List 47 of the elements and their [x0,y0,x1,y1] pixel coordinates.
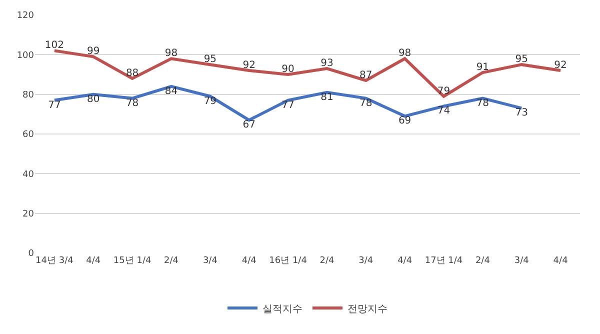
data-label: 99 [87,46,100,58]
data-label: 74 [437,106,450,117]
data-label: 69 [398,116,412,127]
y-tick-label: 120 [16,11,34,22]
x-tick-label: 2/4 [164,256,179,266]
data-label: 95 [204,54,217,66]
x-tick-label: 4/4 [398,256,412,266]
y-tick-label: 60 [22,130,34,140]
x-tick-label: 3/4 [514,256,530,266]
x-tick-label: 17년 1/4 [424,256,463,266]
x-tick-label: 16년 1/4 [269,256,308,266]
x-tick-label: 3/4 [202,256,218,266]
data-label: 78 [126,98,139,109]
data-label: 91 [476,62,490,74]
x-tick-label: 14년 3/4 [36,256,74,266]
y-tick-label: 80 [22,90,34,100]
data-label: 84 [164,86,178,97]
data-label: 79 [204,96,217,107]
data-label: 102 [44,40,64,52]
x-tick-label: 4/4 [553,256,568,266]
x-tick-label: 2/4 [320,256,334,266]
y-tick-label: 40 [22,170,34,180]
legend-label: 실적지수 [262,304,302,315]
data-label: 80 [87,94,100,105]
x-tick-label: 4/4 [86,256,101,266]
x-tick-label: 3/4 [358,256,374,266]
y-tick-label: 0 [28,249,34,260]
y-tick-label: 20 [22,209,34,220]
data-label: 93 [320,58,334,70]
data-label: 78 [360,98,372,109]
legend-label: 전망지수 [348,304,388,315]
data-label: 67 [242,120,256,131]
data-label: 73 [515,108,528,119]
data-label: 77 [282,100,294,111]
data-label: 95 [515,54,528,66]
x-tick-label: 4/4 [242,256,257,266]
data-label: 90 [282,64,294,75]
x-tick-label: 2/4 [475,256,490,266]
data-label: 92 [242,60,256,72]
x-tick-label: 15년 1/4 [113,256,152,266]
data-label: 98 [164,48,178,60]
data-label: 92 [554,60,567,72]
data-label: 77 [48,100,61,111]
data-label: 98 [398,48,412,60]
y-tick-label: 100 [16,50,34,61]
data-label: 78 [476,98,490,109]
data-label: 81 [320,92,334,103]
